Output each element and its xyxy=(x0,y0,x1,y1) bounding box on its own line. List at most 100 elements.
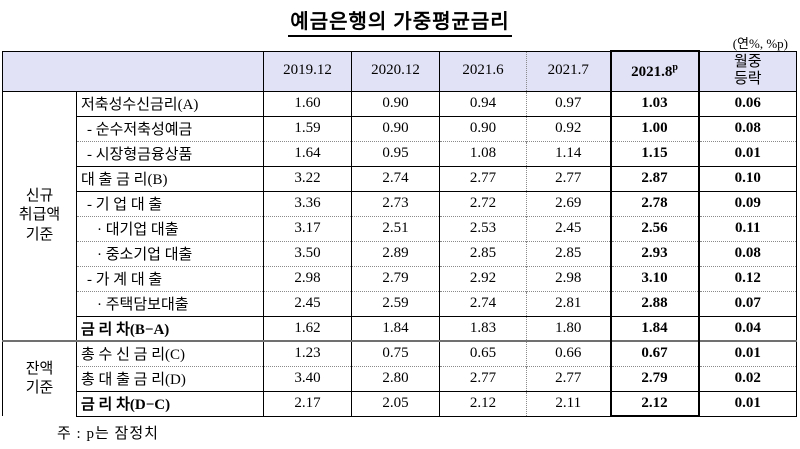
row-label: · 중소기업 대출 xyxy=(76,240,264,266)
row-label: - 시장형금융상품 xyxy=(76,140,264,166)
value-cell: 1.84 xyxy=(609,315,700,341)
value-cell: 0.90 xyxy=(351,115,440,141)
table-row: - 시장형금융상품 1.64 0.95 1.08 1.14 1.15 0.01 xyxy=(3,140,797,166)
row-label: 금 리 차(B−A) xyxy=(76,315,264,341)
value-cell: 0.94 xyxy=(439,91,527,116)
column-header-monthly-change: 월중 등락 xyxy=(698,50,797,92)
value-cell: 3.17 xyxy=(263,215,352,241)
value-cell: 2.11 xyxy=(526,390,611,417)
value-cell: 2.45 xyxy=(526,215,611,241)
value-cell: 2.77 xyxy=(526,365,611,391)
value-cell: 1.59 xyxy=(263,115,352,141)
value-cell: 1.80 xyxy=(526,315,611,341)
value-cell: 3.10 xyxy=(609,265,700,291)
value-cell: 0.11 xyxy=(698,215,797,241)
value-cell: 0.90 xyxy=(439,115,527,141)
table-body: 신규 취급액 기준 저축성수신금리(A) 1.60 0.90 0.94 0.97 1.03 0… xyxy=(2,91,797,417)
column-header-2021-8p: 2021.8p xyxy=(609,50,700,92)
table-row: · 대기업 대출 3.17 2.51 2.53 2.45 2.56 0.11 xyxy=(3,215,797,241)
row-label: 저축성수신금리(A) xyxy=(76,91,264,116)
column-header-2021-7: 2021.7 xyxy=(526,50,611,92)
value-cell: 1.23 xyxy=(263,340,352,366)
value-cell: 2.77 xyxy=(439,165,527,191)
table-corner-cell xyxy=(2,50,264,92)
value-cell: 1.03 xyxy=(609,91,700,116)
value-cell: 0.75 xyxy=(351,340,440,366)
value-cell: 2.69 xyxy=(526,190,611,216)
value-cell: 2.85 xyxy=(439,240,527,266)
table-row: 대 출 금 리(B) 3.22 2.74 2.77 2.77 2.87 0.10 xyxy=(3,165,797,191)
value-cell: 3.40 xyxy=(263,365,352,391)
value-cell: 0.90 xyxy=(351,91,440,116)
value-cell: 0.06 xyxy=(698,91,797,116)
row-label: 총 수 신 금 리(C) xyxy=(76,340,264,366)
value-cell: 0.97 xyxy=(526,91,611,116)
value-cell: 0.01 xyxy=(698,340,797,366)
value-cell: 0.10 xyxy=(698,165,797,191)
value-cell: 2.98 xyxy=(263,265,352,291)
value-cell: 1.15 xyxy=(609,140,700,166)
value-cell: 1.08 xyxy=(439,140,527,166)
value-cell: 1.83 xyxy=(439,315,527,341)
value-cell: 2.88 xyxy=(609,290,700,316)
value-cell: 2.45 xyxy=(263,290,352,316)
value-cell: 3.36 xyxy=(263,190,352,216)
value-cell: 0.12 xyxy=(698,265,797,291)
value-cell: 0.04 xyxy=(698,315,797,341)
value-cell: 2.73 xyxy=(351,190,440,216)
section-label: 신규 취급액 기준 xyxy=(2,91,77,341)
value-cell: 0.07 xyxy=(698,290,797,316)
value-cell: 2.59 xyxy=(351,290,440,316)
column-header-2020-12: 2020.12 xyxy=(351,50,440,92)
row-label: 금 리 차(D−C) xyxy=(76,390,264,417)
column-header-2019-12: 2019.12 xyxy=(263,50,352,92)
section-label: 잔액 기준 xyxy=(2,340,77,416)
table-row: 신규 취급액 기준 저축성수신금리(A) 1.60 0.90 0.94 0.97 1.03 0… xyxy=(2,91,797,341)
value-cell: 2.77 xyxy=(526,165,611,191)
table-row: · 중소기업 대출 3.50 2.89 2.85 2.85 2.93 0.08 xyxy=(3,240,797,266)
row-label: 총 대 출 금 리(D) xyxy=(76,365,264,391)
weighted-average-rates-table: 2019.12 2020.12 2021.6 2021.7 2021.8p 월중… xyxy=(2,50,797,417)
provisional-superscript: p xyxy=(672,61,678,73)
table-header-row: 2019.12 2020.12 2021.6 2021.7 2021.8p 월중… xyxy=(2,50,797,92)
table-row: 금 리 차(B−A) 1.62 1.84 1.83 1.80 1.84 0.04 xyxy=(3,315,797,341)
value-cell: 2.98 xyxy=(526,265,611,291)
row-label: - 가 계 대 출 xyxy=(76,265,264,291)
value-cell: 2.92 xyxy=(439,265,527,291)
value-cell: 2.77 xyxy=(439,365,527,391)
column-header-2021-6: 2021.6 xyxy=(439,50,527,92)
value-cell: 2.51 xyxy=(351,215,440,241)
table-row: - 순수저축성예금 1.59 0.90 0.90 0.92 1.00 0.08 xyxy=(3,115,797,141)
row-label: · 주택담보대출 xyxy=(76,290,264,316)
value-cell: 2.12 xyxy=(609,390,700,417)
row-label: - 기 업 대 출 xyxy=(76,190,264,216)
value-cell: 0.65 xyxy=(439,340,527,366)
footnote: 주 : p는 잠정치 xyxy=(57,426,159,442)
value-cell: 2.74 xyxy=(351,165,440,191)
value-cell: 1.62 xyxy=(263,315,352,341)
table-row: - 기 업 대 출 3.36 2.73 2.72 2.69 2.78 0.09 xyxy=(3,190,797,216)
table-row: 잔액 기준 총 수 신 금 리(C) 1.23 0.75 0.65 0.66 0.67 0.0… xyxy=(2,340,797,416)
value-cell: 2.81 xyxy=(526,290,611,316)
value-cell: 1.84 xyxy=(351,315,440,341)
value-cell: 0.01 xyxy=(698,140,797,166)
value-cell: 3.50 xyxy=(263,240,352,266)
column-header-2021-8p-label: 2021.8 xyxy=(631,63,673,80)
value-cell: 0.92 xyxy=(526,115,611,141)
value-cell: 2.12 xyxy=(439,390,527,417)
value-cell: 2.17 xyxy=(263,390,352,417)
row-label: 대 출 금 리(B) xyxy=(76,165,264,191)
value-cell: 2.79 xyxy=(609,365,700,391)
page-title: 예금은행의 가중평균금리 xyxy=(288,5,512,37)
value-cell: 2.74 xyxy=(439,290,527,316)
table-row: - 가 계 대 출 2.98 2.79 2.92 2.98 3.10 0.12 xyxy=(3,265,797,291)
value-cell: 0.67 xyxy=(609,340,700,366)
value-cell: 1.64 xyxy=(263,140,352,166)
value-cell: 2.53 xyxy=(439,215,527,241)
table-row: · 주택담보대출 2.45 2.59 2.74 2.81 2.88 0.07 xyxy=(3,290,797,316)
value-cell: 1.00 xyxy=(609,115,700,141)
value-cell: 0.66 xyxy=(526,340,611,366)
value-cell: 1.60 xyxy=(263,91,352,116)
value-cell: 0.95 xyxy=(351,140,440,166)
value-cell: 1.14 xyxy=(526,140,611,166)
